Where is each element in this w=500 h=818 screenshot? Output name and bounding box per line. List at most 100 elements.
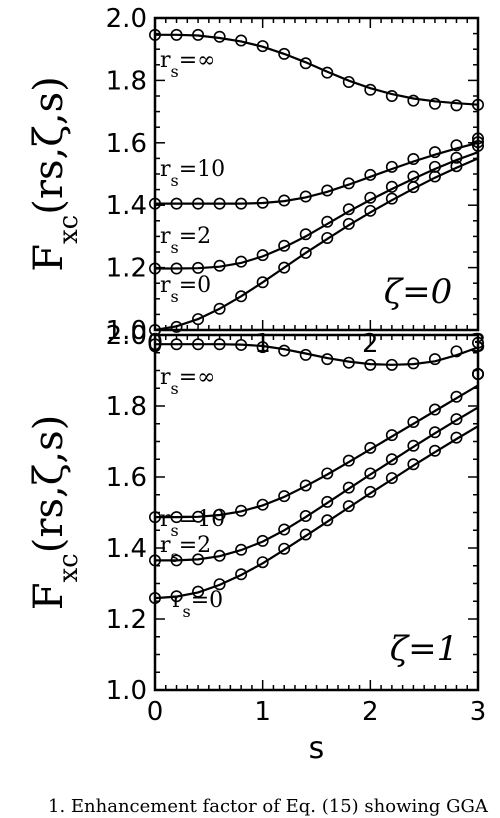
data-point xyxy=(170,554,183,567)
y-tick-label: 1.0 xyxy=(106,316,147,346)
data-point xyxy=(149,554,162,567)
series-line xyxy=(155,384,479,519)
data-point xyxy=(364,204,377,217)
data-point xyxy=(149,262,162,275)
data-point xyxy=(213,508,226,521)
data-point xyxy=(256,40,269,53)
data-point xyxy=(299,528,312,541)
data-point xyxy=(364,485,377,498)
data-point xyxy=(342,500,355,513)
x-tick-label: 2 xyxy=(362,697,379,727)
data-point xyxy=(299,510,312,523)
y-axis-label: Fxc(rs,ζ,s) xyxy=(26,76,84,272)
data-point xyxy=(299,190,312,203)
data-point xyxy=(192,28,205,41)
data-point xyxy=(192,553,205,566)
data-point xyxy=(299,228,312,241)
data-point xyxy=(299,479,312,492)
series-line xyxy=(154,425,479,600)
data-point xyxy=(213,302,226,315)
data-point xyxy=(450,99,463,112)
series-line xyxy=(155,343,479,366)
data-point xyxy=(471,139,484,152)
y-tick-label: 2.0 xyxy=(106,4,147,34)
data-point xyxy=(321,353,334,366)
data-point xyxy=(342,356,355,369)
data-point xyxy=(450,390,463,403)
data-point xyxy=(256,276,269,289)
x-tick-label: 0 xyxy=(147,697,164,727)
data-point xyxy=(385,472,398,485)
data-point xyxy=(450,413,463,426)
x-tick-label: 1 xyxy=(254,697,271,727)
data-point xyxy=(428,426,441,439)
data-point xyxy=(428,97,441,110)
data-point xyxy=(278,542,291,555)
data-point xyxy=(321,514,334,527)
x-tick-label: 3 xyxy=(470,697,487,727)
panel-zeta-0: 0 1 2 31.01.21.41.61.82.0Fxc(rs,ζ,s)rs=∞rs=… xyxy=(26,4,486,359)
data-point xyxy=(364,83,377,96)
data-point xyxy=(149,511,162,524)
series-line xyxy=(154,157,479,332)
data-point xyxy=(321,184,334,197)
data-point xyxy=(278,490,291,503)
data-point xyxy=(256,196,269,209)
data-point xyxy=(342,454,355,467)
data-point xyxy=(407,153,420,166)
data-point xyxy=(235,504,248,517)
data-point xyxy=(256,498,269,511)
data-point xyxy=(428,170,441,183)
y-tick-label: 1.0 xyxy=(106,676,147,706)
data-point xyxy=(471,132,484,145)
panel-label: ζ=1 xyxy=(390,629,459,669)
data-point xyxy=(192,261,205,274)
data-point xyxy=(407,94,420,107)
data-point xyxy=(321,467,334,480)
data-point xyxy=(192,313,205,326)
data-point xyxy=(149,28,162,41)
series-label: rs=∞ xyxy=(160,365,216,398)
data-point xyxy=(471,368,484,381)
series-label: rs=10 xyxy=(160,157,225,190)
data-point xyxy=(428,353,441,366)
data-point xyxy=(170,28,183,41)
data-point xyxy=(235,568,248,581)
data-point xyxy=(428,403,441,416)
data-point xyxy=(235,197,248,210)
y-tick-label: 1.4 xyxy=(106,191,147,221)
data-point xyxy=(450,345,463,358)
y-tick-label: 1.2 xyxy=(106,254,147,284)
y-tick-label: 1.6 xyxy=(106,129,147,159)
data-point xyxy=(321,66,334,79)
series-line xyxy=(155,141,479,205)
series-line xyxy=(155,406,479,562)
y-tick-label: 2.0 xyxy=(106,321,147,351)
data-point xyxy=(235,338,248,351)
y-tick-label: 1.8 xyxy=(106,66,147,96)
data-point xyxy=(256,556,269,569)
data-point xyxy=(364,467,377,480)
data-point xyxy=(170,338,183,351)
data-point xyxy=(385,453,398,466)
data-point xyxy=(192,338,205,351)
data-point xyxy=(256,534,269,547)
data-point xyxy=(170,262,183,275)
data-point xyxy=(170,197,183,210)
data-point xyxy=(299,246,312,259)
y-axis-label: Fxc(rs,ζ,s) xyxy=(26,415,84,611)
y-tick-label: 1.8 xyxy=(106,392,147,422)
data-point xyxy=(213,30,226,43)
data-point xyxy=(385,180,398,193)
data-point xyxy=(192,510,205,523)
x-axis-label: s xyxy=(309,731,325,766)
panel-label: ζ=0 xyxy=(384,272,453,312)
data-point xyxy=(407,415,420,428)
data-point xyxy=(364,441,377,454)
data-point xyxy=(450,139,463,152)
data-point xyxy=(278,239,291,252)
data-point xyxy=(213,549,226,562)
data-point xyxy=(299,348,312,361)
data-point xyxy=(385,160,398,173)
